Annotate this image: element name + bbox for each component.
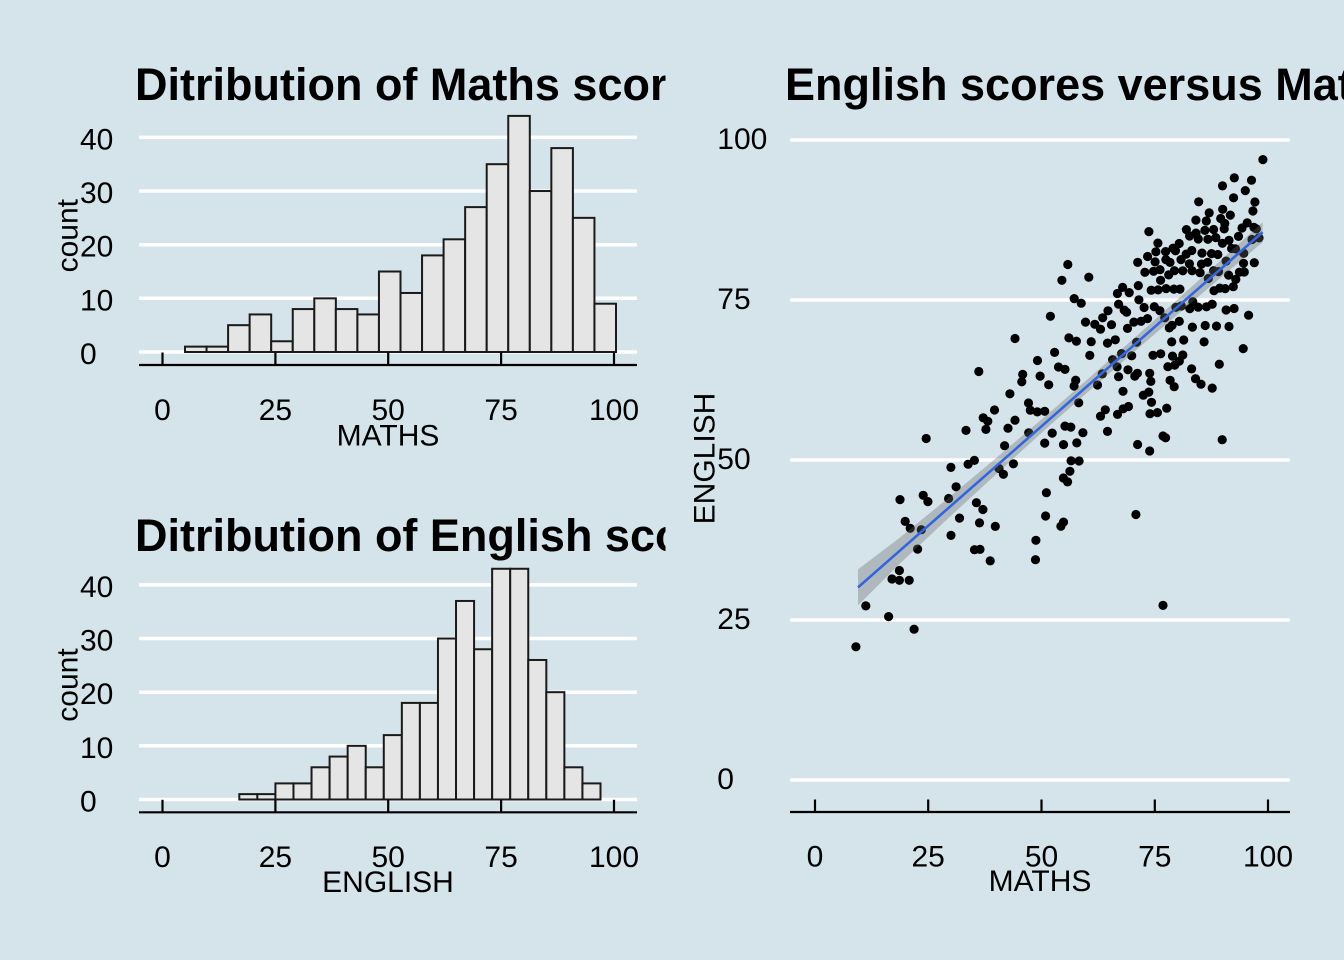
svg-text:100: 100: [717, 123, 767, 156]
svg-text:10: 10: [80, 732, 113, 765]
svg-text:ENGLISH: ENGLISH: [689, 393, 722, 525]
svg-text:30: 30: [80, 177, 113, 210]
svg-text:75: 75: [1138, 841, 1171, 874]
svg-text:0: 0: [717, 763, 734, 796]
svg-text:0: 0: [154, 394, 171, 427]
svg-text:25: 25: [912, 841, 945, 874]
svg-text:75: 75: [484, 394, 517, 427]
svg-text:50: 50: [1025, 841, 1058, 874]
svg-text:25: 25: [259, 394, 292, 427]
svg-text:40: 40: [80, 123, 113, 156]
svg-text:English scores versus Maths sc: English scores versus Maths scores: [785, 59, 1344, 110]
svg-text:50: 50: [372, 394, 405, 427]
svg-text:75: 75: [484, 841, 517, 874]
svg-text:0: 0: [154, 841, 171, 874]
svg-text:100: 100: [589, 841, 639, 874]
svg-text:count: count: [52, 648, 85, 722]
svg-text:0: 0: [80, 338, 97, 371]
svg-text:Ditribution of Maths scores: Ditribution of Maths scores: [135, 59, 718, 110]
svg-text:20: 20: [80, 678, 113, 711]
svg-text:MATHS: MATHS: [337, 419, 440, 452]
svg-text:ENGLISH: ENGLISH: [322, 866, 454, 899]
svg-text:count: count: [52, 198, 85, 272]
svg-text:75: 75: [717, 283, 750, 316]
svg-text:20: 20: [80, 231, 113, 264]
svg-text:100: 100: [1243, 841, 1293, 874]
svg-text:10: 10: [80, 284, 113, 317]
svg-text:25: 25: [717, 603, 750, 636]
svg-text:50: 50: [372, 841, 405, 874]
svg-text:100: 100: [589, 394, 639, 427]
svg-text:Ditribution of English scores: Ditribution of English scores: [135, 510, 750, 561]
svg-text:30: 30: [80, 625, 113, 658]
svg-text:50: 50: [717, 443, 750, 476]
svg-text:0: 0: [807, 841, 824, 874]
svg-text:MATHS: MATHS: [989, 865, 1092, 898]
svg-text:0: 0: [80, 786, 97, 819]
svg-text:25: 25: [259, 841, 292, 874]
svg-text:40: 40: [80, 571, 113, 604]
